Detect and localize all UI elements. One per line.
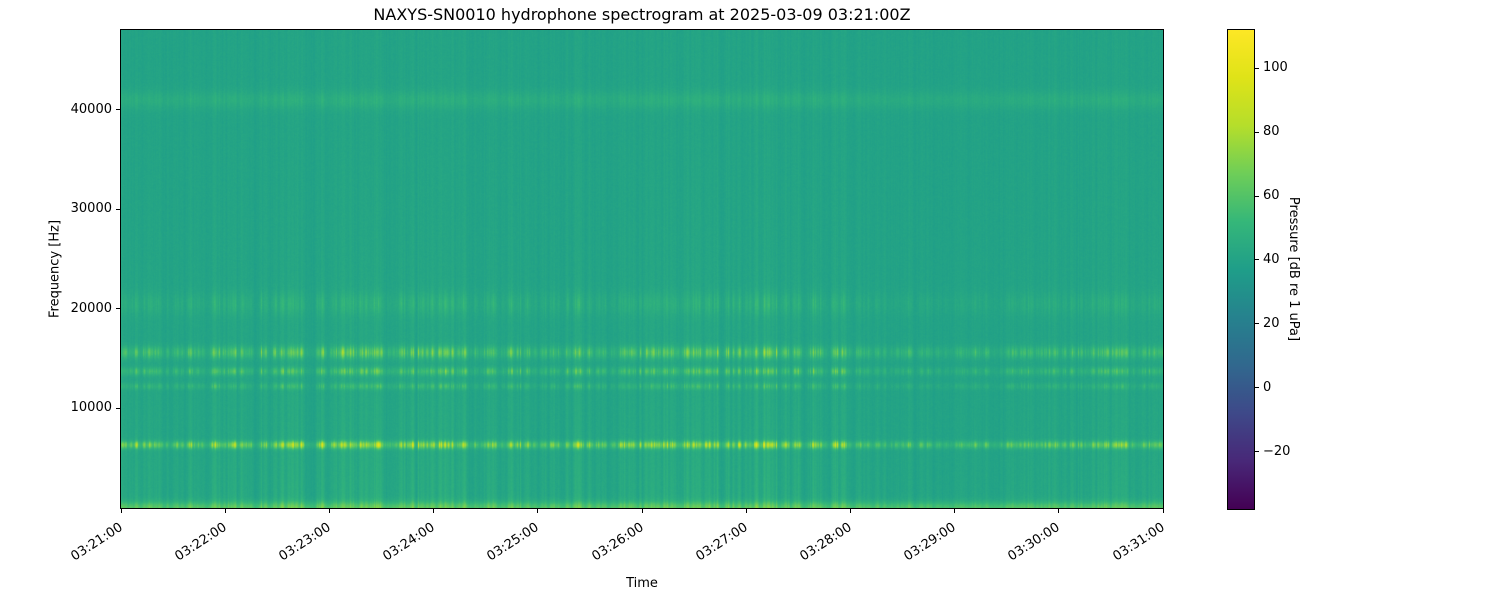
x-tick-mark: [1058, 509, 1060, 513]
x-tick-mark: [745, 509, 747, 513]
colorbar-label: Pressure [dB re 1 uPa]: [1286, 196, 1301, 342]
colorbar-tick-label: 20: [1263, 315, 1280, 331]
x-tick-label-text: 03:28:00: [797, 520, 855, 565]
y-axis-label: Frequency [Hz]: [47, 219, 63, 319]
x-tick-mark: [537, 509, 539, 513]
chart-title: NAXYS-SN0010 hydrophone spectrogram at 2…: [373, 5, 911, 24]
x-tick-mark: [328, 509, 330, 513]
x-tick-label-text: 03:24:00: [380, 520, 438, 565]
colorbar-tick-mark: [1255, 131, 1259, 133]
y-tick-mark: [116, 308, 120, 310]
y-tick-label: 30000: [70, 201, 112, 217]
y-tick-mark: [116, 208, 120, 210]
colorbar-tick-mark: [1255, 387, 1259, 389]
colorbar-tick-label: 0: [1263, 379, 1272, 395]
y-tick-label: 10000: [70, 400, 112, 416]
x-tick-label-text: 03:21:00: [68, 520, 126, 565]
x-tick-mark: [1162, 509, 1164, 513]
x-tick-mark: [224, 509, 226, 513]
y-tick-mark: [116, 407, 120, 409]
x-tick-label-text: 03:30:00: [1005, 520, 1063, 565]
x-tick-label-text: 03:25:00: [484, 520, 542, 565]
colorbar-tick-label: 80: [1263, 124, 1280, 140]
x-tick-mark: [849, 509, 851, 513]
x-tick-label-text: 03:31:00: [1110, 520, 1168, 565]
y-tick-label: 20000: [70, 300, 112, 316]
colorbar: [1227, 29, 1255, 510]
colorbar-tick-label: 100: [1263, 60, 1288, 76]
x-tick-mark: [120, 509, 122, 513]
spectrogram-axes: [120, 29, 1164, 509]
y-tick-mark: [116, 109, 120, 111]
colorbar-tick-label: 60: [1263, 188, 1280, 204]
y-tick-label: 40000: [70, 101, 112, 117]
colorbar-tick-mark: [1255, 67, 1259, 69]
x-axis-label: Time: [626, 576, 658, 591]
colorbar-tick-mark: [1255, 259, 1259, 261]
x-tick-label-text: 03:29:00: [901, 520, 959, 565]
colorbar-tick-mark: [1255, 195, 1259, 197]
x-tick-label-text: 03:22:00: [172, 520, 230, 565]
colorbar-tick-mark: [1255, 323, 1259, 325]
x-tick-mark: [641, 509, 643, 513]
x-tick-label-text: 03:26:00: [589, 520, 647, 565]
spectrogram-image: [121, 30, 1163, 508]
colorbar-tick-label: 40: [1263, 251, 1280, 267]
x-tick-label-text: 03:27:00: [693, 520, 751, 565]
x-tick-mark: [954, 509, 956, 513]
colorbar-tick-mark: [1255, 451, 1259, 453]
x-tick-label-text: 03:23:00: [276, 520, 334, 565]
colorbar-tick-label: −20: [1263, 443, 1291, 459]
x-tick-mark: [433, 509, 435, 513]
